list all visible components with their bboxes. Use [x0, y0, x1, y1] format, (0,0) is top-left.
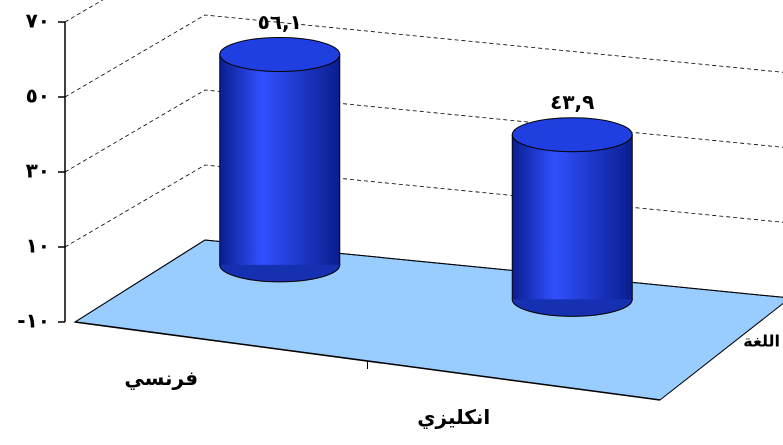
cylinder-fill [220, 54, 340, 265]
grid-line [64, 89, 783, 173]
grid-line [64, 0, 104, 23]
y-tick-label: ١٠ [26, 234, 50, 258]
value-label: ٥٦,١ [258, 10, 302, 34]
cylinder-fill [512, 134, 632, 300]
grid-line [64, 164, 783, 248]
cylinder-top [511, 117, 633, 153]
y-tick-label: ٥٠ [26, 84, 50, 108]
value-label: ٤٣,٩ [550, 90, 594, 114]
y-tick-label: ٣٠ [26, 159, 50, 183]
x-axis-label: اللغة [743, 332, 780, 351]
x-tick-label: انكليزي [417, 405, 490, 430]
grid-line [64, 14, 783, 98]
y-tick-label: ٧٠ [26, 9, 50, 33]
x-tick-label: فرنسي [124, 366, 198, 391]
cylinder-top [219, 36, 341, 72]
y-tick-label: -١٠ [17, 309, 50, 333]
